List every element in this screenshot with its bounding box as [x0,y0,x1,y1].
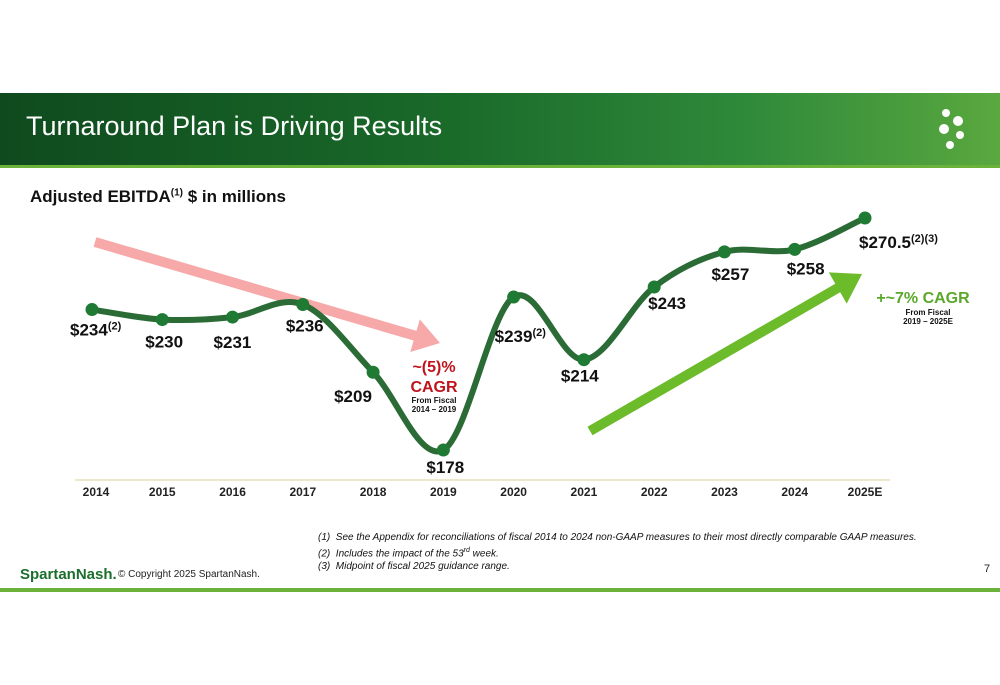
data-point-2016 [226,310,240,324]
footer-line [0,588,1000,592]
value-label-2015: $230 [145,333,183,352]
up-trend-arrow [587,272,862,436]
x-tick-2024: 2024 [781,485,808,499]
value-label-2021: $214 [561,367,599,386]
down-cagr-label: CAGR [410,379,458,396]
copyright: © Copyright 2025 SpartanNash. [118,569,260,580]
x-tick-2020: 2020 [500,485,527,499]
subtitle-footnote-ref: (1) [170,187,183,199]
data-point-2018 [366,365,380,379]
ebitda-chart: $234(2) $230 $231 $236 $209 $178 $239(2) $214 $2… [70,211,970,499]
x-tick-2022: 2022 [641,485,668,499]
value-label-2025E: $270.5(2)(3) [859,233,938,252]
x-tick-2014: 2014 [83,485,110,499]
x-tick-2017: 2017 [289,485,316,499]
down-cagr-value: ~(5)% [412,359,455,376]
title-banner: Turnaround Plan is Driving Results [0,93,1000,165]
up-cagr-note-2: 2019 – 2025E [903,317,953,326]
x-tick-2025E: 2025E [848,485,883,499]
value-label-2019: $178 [426,458,464,477]
data-point-2023 [717,245,731,259]
x-tick-2021: 2021 [571,485,598,499]
data-point-2019 [436,443,450,457]
spartannash-logo: SpartanNash. [20,566,117,583]
data-point-2022 [647,280,661,294]
page-number: 7 [984,563,991,575]
brand-dots-icon [939,109,964,149]
x-tick-2019: 2019 [430,485,457,499]
x-tick-2018: 2018 [360,485,387,499]
slide-title: Turnaround Plan is Driving Results [26,111,443,141]
footnotes: (1) See the Appendix for reconciliations… [318,531,917,573]
subtitle-units: $ in millions [182,187,286,206]
footnote-1: (1) See the Appendix for reconciliations… [318,532,917,543]
x-tick-2016: 2016 [219,485,246,499]
footnote-3: (3) Midpoint of fiscal 2025 guidance ran… [318,561,510,573]
value-label-2017: $236 [286,317,324,336]
footnote-2: (2) Includes the impact of the 53rd week… [318,547,499,560]
up-cagr-note-1: From Fiscal [906,308,951,317]
data-point-2014 [85,303,99,317]
data-point-2020 [507,290,521,304]
data-point-2017 [296,298,310,312]
x-tick-2023: 2023 [711,485,738,499]
data-point-2024 [788,242,802,256]
down-cagr-note-1: From Fiscal [412,396,457,405]
value-label-2018: $209 [334,387,372,406]
subtitle-main: Adjusted EBITDA [30,187,171,206]
value-label-2022: $243 [648,294,686,313]
down-cagr-note-2: 2014 – 2019 [412,405,457,414]
value-label-2023: $257 [711,265,749,284]
chart-subtitle: Adjusted EBITDA(1) $ in millions [30,187,286,207]
data-point-2015 [155,313,169,327]
value-label-2016: $231 [214,333,252,352]
data-point-2025E [858,211,872,225]
value-label-2014: $234(2) [70,321,122,340]
value-label-2020: $239(2) [495,327,547,346]
x-tick-2015: 2015 [149,485,176,499]
data-point-2021 [577,353,591,367]
banner-underline [0,165,1000,168]
down-trend-arrow [93,237,440,352]
value-label-2024: $258 [787,259,825,278]
up-cagr-value: +~7% CAGR [876,290,970,307]
